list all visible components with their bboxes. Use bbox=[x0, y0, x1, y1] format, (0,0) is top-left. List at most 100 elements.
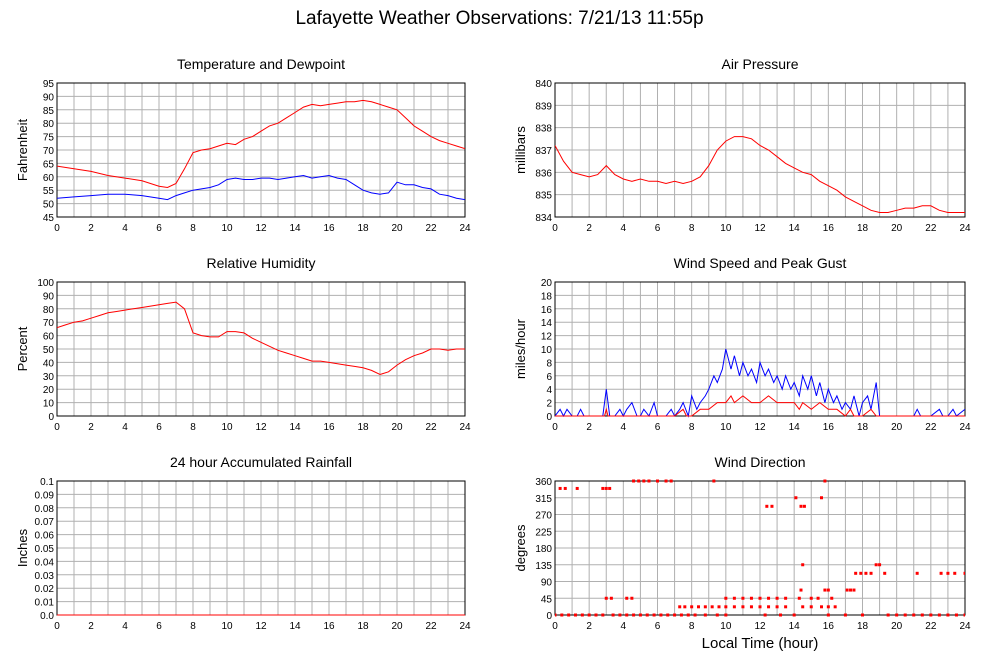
data-point bbox=[816, 596, 820, 600]
data-point bbox=[567, 613, 571, 617]
data-point bbox=[609, 596, 613, 600]
data-point bbox=[724, 596, 728, 600]
y-tick-label: 85 bbox=[43, 106, 55, 117]
x-tick-label: 22 bbox=[425, 223, 437, 234]
y-tick-label: 270 bbox=[535, 511, 552, 522]
data-point bbox=[587, 613, 591, 617]
x-tick-label: 18 bbox=[357, 223, 369, 234]
data-point bbox=[741, 596, 745, 600]
y-tick-label: 20 bbox=[541, 278, 553, 289]
data-point bbox=[946, 571, 950, 575]
data-point bbox=[558, 486, 562, 490]
data-point bbox=[767, 596, 771, 600]
data-point bbox=[963, 613, 965, 617]
y-tick-label: 0.04 bbox=[35, 557, 55, 568]
data-point bbox=[801, 563, 805, 567]
x-tick-label: 20 bbox=[391, 223, 403, 234]
y-tick-label: 835 bbox=[535, 191, 552, 202]
data-point bbox=[895, 613, 899, 617]
data-point bbox=[859, 571, 863, 575]
y-tick-label: 12 bbox=[541, 332, 553, 343]
y-tick-label: 18 bbox=[541, 291, 553, 302]
data-point bbox=[767, 605, 771, 609]
y-tick-label: 75 bbox=[43, 133, 55, 144]
y-tick-label: 180 bbox=[535, 544, 552, 555]
x-tick-label: 18 bbox=[357, 422, 369, 433]
data-point bbox=[601, 613, 605, 617]
y-axis-label: degrees bbox=[513, 524, 528, 571]
data-point bbox=[715, 613, 719, 617]
data-point bbox=[575, 486, 579, 490]
data-point bbox=[625, 613, 629, 617]
data-point bbox=[724, 613, 728, 617]
series-0 bbox=[555, 479, 965, 617]
data-point bbox=[937, 613, 941, 617]
y-tick-label: 315 bbox=[535, 494, 552, 505]
data-point bbox=[869, 571, 873, 575]
data-point bbox=[710, 605, 714, 609]
x-tick-label: 0 bbox=[54, 621, 60, 632]
data-point bbox=[724, 605, 728, 609]
data-point bbox=[861, 613, 864, 617]
data-point bbox=[758, 605, 762, 609]
x-tick-label: 18 bbox=[357, 621, 369, 632]
x-tick-label: 18 bbox=[857, 422, 869, 433]
y-tick-label: 0 bbox=[48, 412, 54, 423]
y-tick-label: 225 bbox=[535, 527, 552, 538]
x-tick-label: 20 bbox=[391, 621, 403, 632]
data-point bbox=[799, 504, 803, 508]
x-tick-label: 16 bbox=[823, 422, 835, 433]
y-axis-label: Fahrenheit bbox=[15, 119, 30, 182]
data-point bbox=[946, 613, 950, 617]
x-tick-label: 4 bbox=[621, 223, 627, 234]
data-point bbox=[779, 613, 782, 617]
y-tick-label: 10 bbox=[43, 399, 55, 410]
chart-title: 24 hour Accumulated Rainfall bbox=[170, 454, 352, 470]
data-point bbox=[784, 596, 788, 600]
data-point bbox=[929, 613, 933, 617]
y-tick-label: 14 bbox=[541, 318, 553, 329]
data-point bbox=[555, 613, 557, 617]
y-tick-label: 135 bbox=[535, 561, 552, 572]
data-point bbox=[604, 596, 608, 600]
data-point bbox=[673, 613, 677, 617]
plot-frame bbox=[554, 480, 966, 616]
y-tick-label: 0.05 bbox=[35, 544, 55, 555]
plot-frame bbox=[554, 82, 966, 218]
data-point bbox=[823, 588, 827, 592]
x-tick-label: 12 bbox=[754, 422, 766, 433]
y-tick-label: 0.1 bbox=[40, 477, 54, 488]
y-tick-label: 8 bbox=[546, 358, 552, 369]
y-tick-label: 2 bbox=[546, 399, 552, 410]
data-point bbox=[732, 596, 736, 600]
data-point bbox=[678, 605, 682, 609]
data-point bbox=[903, 613, 907, 617]
data-point bbox=[642, 479, 646, 483]
x-tick-label: 8 bbox=[689, 223, 695, 234]
x-tick-label: 0 bbox=[552, 223, 558, 234]
y-tick-label: 837 bbox=[535, 146, 552, 157]
data-point bbox=[775, 605, 779, 609]
chart-title: Wind Speed and Peak Gust bbox=[674, 255, 847, 271]
data-point bbox=[797, 596, 801, 600]
y-axis-label: miles/hour bbox=[513, 318, 528, 379]
data-point bbox=[792, 613, 796, 617]
data-point bbox=[912, 613, 916, 617]
series-line-0 bbox=[57, 301, 465, 376]
data-point bbox=[574, 613, 577, 617]
chart-title: Temperature and Dewpoint bbox=[177, 56, 345, 72]
x-tick-label: 16 bbox=[323, 223, 335, 234]
x-tick-label: 6 bbox=[156, 621, 162, 632]
data-point bbox=[854, 571, 858, 575]
data-point bbox=[630, 596, 634, 600]
x-tick-label: 12 bbox=[255, 621, 267, 632]
data-point bbox=[826, 613, 830, 617]
x-tick-label: 8 bbox=[190, 422, 196, 433]
x-tick-label: 2 bbox=[586, 223, 592, 234]
x-tick-label: 16 bbox=[323, 422, 335, 433]
x-axis-label: Local Time (hour) bbox=[701, 635, 819, 652]
x-tick-label: 24 bbox=[459, 422, 471, 433]
